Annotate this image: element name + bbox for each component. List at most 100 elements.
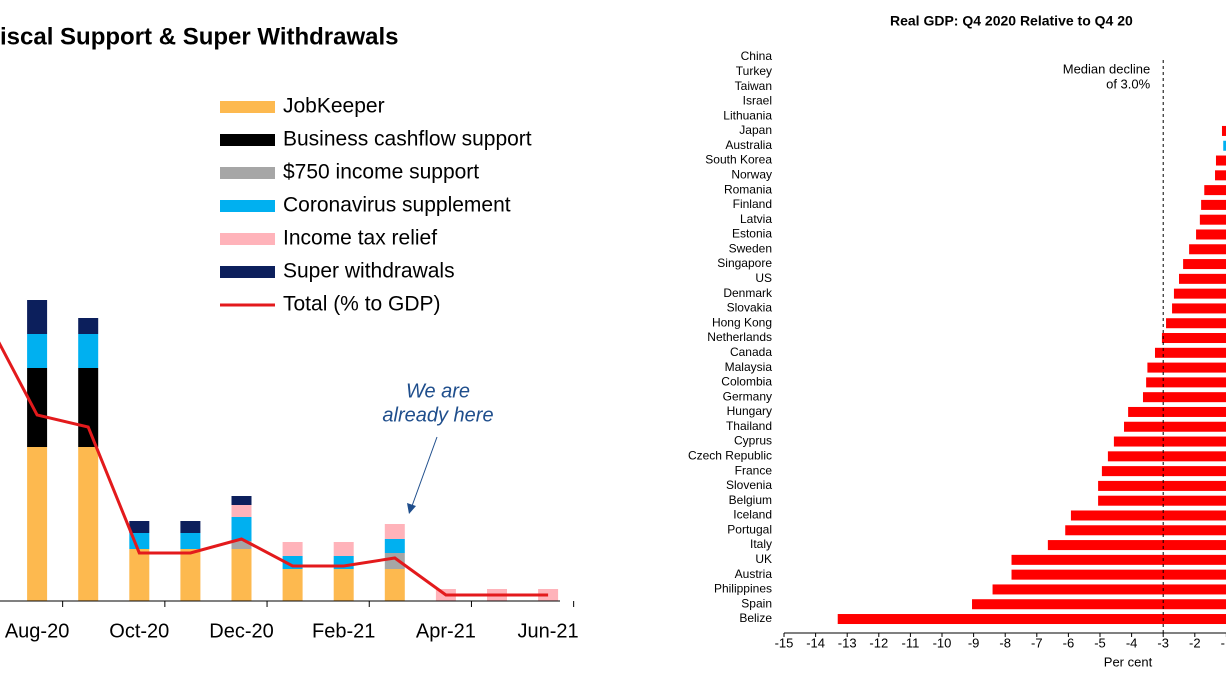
y-tick-label: Romania [724,182,772,196]
legend-swatch [220,134,275,146]
y-tick-label: Estonia [732,227,772,241]
legend-label: Total (% to GDP) [283,293,441,316]
x-tick-label: -6 [1063,635,1075,650]
legend-label: Income tax relief [283,227,437,250]
x-tick-label: Oct-20 [109,620,169,642]
x-tick-label: -14 [806,635,825,650]
y-tick-label: Portugal [727,522,772,536]
y-tick-label: Taiwan [735,79,772,93]
bar-segment [78,318,99,334]
bar-segment [78,334,99,368]
y-tick-label: Hong Kong [712,315,772,329]
y-tick-label: Lithuania [723,108,772,122]
bar-segment [384,553,405,569]
x-tick-label: -7 [1031,635,1043,650]
bar-segment [27,300,48,334]
bar [1142,392,1226,403]
median-label: of 3.0% [1106,76,1151,91]
legend-swatch [220,167,275,179]
annotation-arrow [411,436,438,507]
y-tick-label: Belize [739,611,772,625]
x-tick-label: -4 [1126,635,1138,650]
bar-segment [231,549,252,601]
y-tick-label: Belgium [729,493,772,507]
y-tick-label: Finland [733,197,772,211]
x-tick-label: -12 [869,635,888,650]
y-tick-label: Latvia [740,212,772,226]
bar [1011,569,1226,580]
y-tick-label: Germany [723,389,772,403]
y-tick-label: Singapore [717,256,772,270]
y-tick-label: US [755,271,772,285]
bar-segment [231,517,252,541]
y-tick-label: South Korea [705,153,772,167]
bar-segment [282,569,303,601]
bar [1172,303,1226,314]
bar-segment [180,533,201,549]
bar [1154,347,1226,358]
chart-title: iscal Support & Super Withdrawals [0,23,399,50]
bar-segment [333,569,354,601]
bar [1196,229,1226,240]
bar [1221,125,1226,136]
median-label: Median decline [1063,61,1150,76]
x-tick-label: -5 [1094,635,1106,650]
x-axis-label: Per cent [1104,654,1153,669]
annotation-arrowhead [407,503,416,514]
x-tick-label: -3 [1157,635,1169,650]
chart-title: Real GDP: Q4 2020 Relative to Q4 20 [890,13,1133,29]
bar [1113,436,1226,447]
y-tick-label: Denmark [723,286,773,300]
legend-swatch [220,233,275,245]
annotation: We are [406,380,470,402]
bar-segment [333,542,354,556]
y-tick-label: Malaysia [725,360,773,374]
bar-segment [231,505,252,517]
x-tick-label: -9 [968,635,980,650]
bar [1183,259,1226,270]
y-tick-label: Austria [735,567,773,581]
y-tick-label: Spain [741,596,772,610]
x-tick-label: -15 [775,635,794,650]
y-tick-label: China [741,49,773,63]
bar [1166,318,1226,329]
annotation: already here [382,404,493,426]
y-tick-label: UK [755,552,772,566]
x-tick-label: -2 [1189,635,1201,650]
x-tick-label: -8 [999,635,1011,650]
bar [1147,362,1226,373]
bar-segment [231,496,252,505]
y-tick-label: Hungary [727,404,772,418]
bar-segment [129,521,150,533]
x-tick-label: -10 [933,635,952,650]
legend-swatch [220,200,275,212]
legend-swatch [220,101,275,113]
bar [837,614,1226,625]
y-tick-label: Slovakia [727,301,773,315]
legend-label: JobKeeper [283,95,385,118]
y-tick-label: Czech Republic [688,449,772,463]
legend-label: Business cashflow support [283,128,532,151]
bar-segment [27,334,48,368]
bar [1179,273,1226,284]
bar [992,584,1226,595]
bar [1098,495,1226,506]
y-tick-label: Cyprus [734,434,772,448]
bar [1215,170,1226,181]
bar-segment [27,368,48,447]
bar [1011,554,1226,565]
y-tick-label: Philippines [714,582,772,596]
y-tick-label: Canada [730,345,772,359]
bar-segment [384,569,405,601]
y-tick-label: Netherlands [707,330,772,344]
legend-swatch [220,266,275,278]
x-tick-label: Jun-21 [518,620,579,642]
bar [1173,288,1226,299]
bar [1128,406,1226,417]
y-tick-label: Iceland [733,508,772,522]
bar-segment [384,539,405,553]
bar [1124,421,1226,432]
legend-label: Coronavirus supplement [283,194,511,217]
x-tick-label: -13 [838,635,857,650]
bar [1204,185,1226,196]
